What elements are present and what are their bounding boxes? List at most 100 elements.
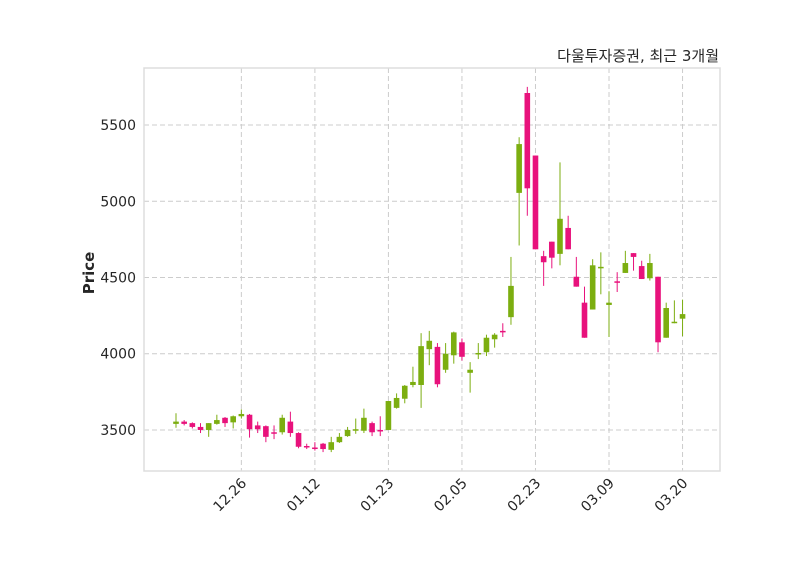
candle-body — [418, 346, 424, 386]
candle-body — [410, 381, 416, 386]
y-tick-label: 5500 — [100, 118, 136, 134]
candle-body — [524, 93, 531, 189]
candle-down — [581, 286, 588, 338]
y-tick-label: 4000 — [100, 347, 136, 363]
candle-body — [230, 416, 236, 423]
candle-up — [418, 333, 424, 408]
candle-body — [295, 433, 302, 447]
candle-up — [230, 415, 236, 429]
candle-down — [638, 260, 645, 280]
candle-down — [540, 250, 547, 286]
candle-down — [320, 442, 326, 453]
candle-body — [679, 314, 686, 319]
candle-body — [312, 447, 318, 450]
candle-body — [377, 429, 384, 432]
candle-body — [254, 425, 261, 430]
candle-up — [205, 423, 212, 437]
candle-body — [508, 285, 514, 318]
candle-down — [655, 276, 661, 353]
candle-up — [491, 333, 498, 348]
candle-up — [483, 334, 490, 357]
candle-body — [263, 426, 269, 437]
x-tick-label: 12.26 — [211, 475, 251, 515]
candle-up — [336, 433, 343, 443]
candle-down — [434, 343, 441, 388]
candle-down — [181, 420, 187, 426]
candles — [173, 86, 686, 453]
candle-up — [214, 414, 220, 425]
candle-up — [516, 137, 522, 246]
candle-body — [181, 421, 187, 424]
candle-down — [303, 443, 310, 450]
candle-body — [173, 421, 179, 424]
x-tick-label: 03.20 — [652, 476, 692, 516]
y-axis-label: Price — [80, 252, 98, 295]
candle-down — [500, 323, 506, 337]
candle-body — [442, 353, 449, 370]
candle-up — [467, 362, 473, 393]
candle-up — [328, 436, 335, 453]
candle-body — [426, 340, 433, 350]
y-tick-label: 4500 — [100, 271, 136, 287]
candle-body — [467, 369, 473, 373]
candle-down — [573, 256, 580, 287]
x-tick-label: 02.23 — [505, 476, 545, 516]
candle-body — [361, 417, 367, 431]
candle-body — [369, 423, 375, 433]
candle-up — [598, 252, 604, 295]
candle-up — [279, 414, 286, 435]
candle-up — [442, 343, 449, 373]
candle-down — [369, 421, 375, 437]
candle-down — [246, 413, 253, 438]
candle-down — [263, 425, 269, 443]
candle-up — [393, 393, 400, 409]
candle-body — [189, 423, 196, 427]
candle-body — [573, 276, 580, 287]
candle-up — [238, 409, 245, 419]
candle-up — [450, 331, 457, 364]
y-tick-labels: 3500 4000 4500 5000 5500 — [100, 118, 136, 439]
candle-body — [352, 429, 359, 431]
candle-body — [205, 423, 212, 430]
candle-body — [622, 263, 629, 273]
candle-body — [630, 253, 637, 257]
candle-body — [655, 276, 661, 343]
candle-body — [483, 337, 490, 353]
candle-up — [508, 256, 514, 325]
candle-body — [303, 445, 310, 448]
candle-up — [361, 408, 367, 434]
candle-up — [401, 385, 408, 404]
candle-body — [385, 401, 392, 430]
candle-body — [589, 265, 596, 310]
candle-down — [189, 422, 196, 429]
chart-title: 다울투자증권, 최근 3개월 — [557, 47, 719, 65]
candle-body — [197, 426, 204, 430]
candle-down — [254, 421, 261, 434]
y-tick-label: 3500 — [100, 423, 136, 439]
candle-body — [475, 352, 482, 355]
candle-down — [271, 425, 277, 440]
candle-down — [377, 416, 384, 437]
candle-body — [647, 263, 653, 279]
candle-body — [565, 227, 571, 250]
candle-body — [344, 429, 351, 437]
candle-body — [663, 308, 669, 338]
candle-up — [344, 426, 351, 437]
candle-body — [606, 302, 612, 305]
candle-body — [516, 144, 522, 193]
candle-body — [401, 385, 408, 399]
candle-down — [312, 442, 318, 451]
candle-up — [647, 253, 653, 281]
candle-up — [352, 418, 359, 434]
candle-body — [581, 302, 588, 338]
candle-body — [393, 397, 400, 408]
candle-up — [385, 401, 392, 430]
candle-down — [459, 338, 465, 361]
plot-frame — [143, 67, 721, 472]
candle-up — [475, 343, 482, 360]
candle-down — [222, 417, 228, 427]
candle-body — [328, 442, 335, 450]
candle-down — [565, 215, 571, 250]
candle-body — [500, 330, 506, 333]
candle-up — [671, 300, 678, 324]
